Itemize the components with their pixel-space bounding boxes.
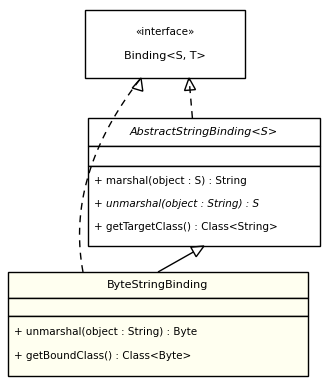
- Bar: [88, 118, 320, 146]
- Text: + getBoundClass() : Class<Byte>: + getBoundClass() : Class<Byte>: [14, 351, 191, 361]
- Bar: [8, 298, 308, 316]
- Bar: [88, 166, 320, 246]
- Text: + marshal(object : S) : String: + marshal(object : S) : String: [94, 176, 247, 186]
- Bar: [8, 272, 308, 298]
- Text: ByteStringBinding: ByteStringBinding: [107, 280, 209, 290]
- Text: + unmarshal(object : String) : S: + unmarshal(object : String) : S: [94, 199, 259, 209]
- Bar: [8, 316, 308, 376]
- Text: + unmarshal(object : String) : Byte: + unmarshal(object : String) : Byte: [14, 326, 197, 336]
- Text: + getTargetClass() : Class<String>: + getTargetClass() : Class<String>: [94, 222, 278, 231]
- Text: Binding<S, T>: Binding<S, T>: [124, 50, 206, 60]
- Text: AbstractStringBinding<S>: AbstractStringBinding<S>: [130, 127, 278, 137]
- Bar: [85, 10, 245, 78]
- Bar: [88, 146, 320, 166]
- Text: «interface»: «interface»: [135, 27, 195, 37]
